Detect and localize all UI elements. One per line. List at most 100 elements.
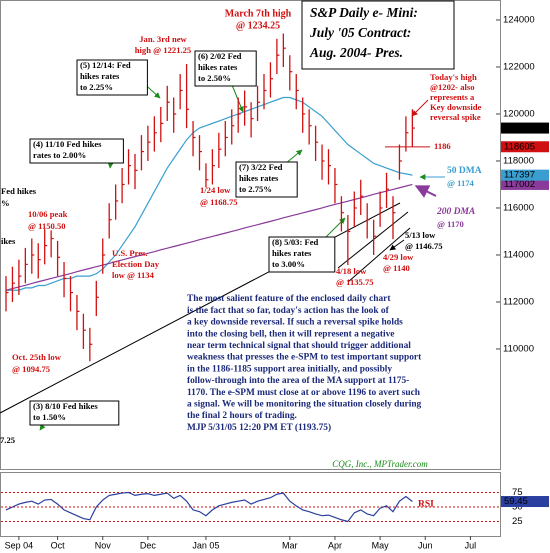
annotation: hikes rates xyxy=(198,62,238,72)
annotation: Today's high xyxy=(430,72,477,82)
x-tick-label: Sep 04 xyxy=(5,540,34,550)
annotation: 1/24 low xyxy=(200,185,231,195)
y-tick-label: 120000 xyxy=(503,108,535,119)
y-tick-label: 114000 xyxy=(503,249,534,260)
annotation: @ 1234.25 xyxy=(236,20,280,31)
commentary-line: near term technical signal that should t… xyxy=(187,341,411,351)
annotation-box xyxy=(29,400,120,426)
annotation: % xyxy=(1,198,10,208)
commentary-line: weakness that presses the e-SPM to test … xyxy=(187,353,422,363)
price-pane xyxy=(0,0,501,470)
x-tick-label: Jul xyxy=(465,540,477,550)
annotation: U.S. Pres. xyxy=(112,248,148,258)
commentary-line: MJP 5/31/05 12:20 PM ET (1193.75) xyxy=(187,422,331,433)
annotation: (3) 8/10 Fed hikes xyxy=(33,401,98,411)
annotation: Key downside xyxy=(430,102,482,112)
annotation: (6) 2/02 Fed xyxy=(198,51,242,61)
annotation: to 2.75% xyxy=(239,184,272,194)
last-value-label: 118605 xyxy=(504,141,535,152)
annotation: Election Day xyxy=(112,259,160,269)
chart-title: Aug. 2004- Pres. xyxy=(309,45,403,60)
annotation: @ 1094.75 xyxy=(12,364,50,374)
annotation: hikes rates xyxy=(239,173,279,183)
commentary-line: into the closing bell, then it will repr… xyxy=(187,329,394,339)
annotation: reversal spike xyxy=(430,112,481,122)
commentary-line: a key downside reversal. If such a rever… xyxy=(187,318,403,328)
arrow xyxy=(414,185,437,198)
x-tick-label: Apr xyxy=(328,540,342,550)
commentary-line: follow-through into the area of the MA s… xyxy=(187,376,409,386)
commentary-line: 1170. The e-SPM must close at or above 1… xyxy=(187,388,421,398)
commentary-line: the final 2 hours of trading. xyxy=(187,411,297,421)
x-tick-label: Dec xyxy=(140,540,157,550)
annotation: hikes rates xyxy=(80,71,120,81)
last-value-label: 59.45 xyxy=(504,496,528,507)
annotation: @ 1146.75 xyxy=(405,241,443,251)
annotation-box xyxy=(268,236,336,273)
last-value-box xyxy=(501,169,549,181)
source: CQG, Inc., MPTrader.com xyxy=(332,459,428,469)
annotation: @ 1150.50 xyxy=(28,221,66,231)
last-value-label: 119400 xyxy=(504,123,535,134)
x-tick-label: Jun xyxy=(418,540,433,550)
moving-average xyxy=(5,183,413,291)
annotation: (7) 3/22 Fed xyxy=(239,162,283,172)
last-value-label: 117397 xyxy=(504,170,535,181)
annotation: @ 1135.75 xyxy=(336,277,374,287)
last-value-box xyxy=(501,496,549,508)
annotation: 10/06 peak xyxy=(28,209,68,219)
annotation: March 7th high xyxy=(225,8,292,19)
moving-average xyxy=(6,96,413,291)
commentary-line: a signal. We will be monitoring the situ… xyxy=(187,399,422,409)
annotation: low @ 1134 xyxy=(112,270,155,280)
ma-label: 50 DMA xyxy=(447,166,482,176)
rsi-pane xyxy=(0,472,501,537)
annotation: rates to 2.00% xyxy=(33,150,86,160)
annotation: hikes rates xyxy=(272,248,312,258)
last-value-box xyxy=(501,178,549,190)
x-tick-label: Nov xyxy=(95,540,112,550)
annotation: represents a xyxy=(430,92,475,102)
x-tick-label: Oct xyxy=(51,540,66,550)
x-tick-label: May xyxy=(372,540,390,550)
annotation: @ 1174 xyxy=(447,178,475,188)
annotation: 5/13 low xyxy=(405,230,436,240)
annotation-box xyxy=(194,50,257,87)
annotation: ikes xyxy=(1,236,16,246)
last-value-label: 117002 xyxy=(504,179,535,190)
x-tick-label: Mar xyxy=(282,540,298,550)
commentary-line: is the fact that so far, today's action … xyxy=(187,306,390,316)
annotation: to 2.50% xyxy=(198,73,231,83)
chart-title: July '05 Contract: xyxy=(309,25,411,40)
last-value-box xyxy=(501,141,549,153)
annotation: high @ 1221.25 xyxy=(135,45,191,55)
annotation: @1202- also xyxy=(430,82,475,92)
y-tick-label: 124000 xyxy=(503,14,535,25)
y-tick-label: 118000 xyxy=(503,155,534,166)
ma-label: 200 DMA xyxy=(436,207,475,217)
rsi-line xyxy=(5,491,413,523)
rsi-label: RSI xyxy=(418,499,434,509)
annotation-box xyxy=(76,59,148,96)
annotation: 4/29 low xyxy=(383,252,414,262)
annotation: 7.25 xyxy=(0,435,15,445)
y-tick-label: 110000 xyxy=(503,343,534,354)
rsi-tick-label: 25 xyxy=(512,516,523,527)
annotation: @ 1170 xyxy=(437,219,464,229)
annotation: (5) 12/14: Fed xyxy=(80,60,131,70)
annotation: Jan. 3rd new xyxy=(139,34,187,44)
annotation: Oct. 25th low xyxy=(12,352,62,362)
title-box xyxy=(301,0,455,70)
y-tick-label: 116000 xyxy=(503,202,534,213)
annotation: to 1.50% xyxy=(33,412,66,422)
x-tick-label: Jan 05 xyxy=(192,540,219,550)
last-value-box xyxy=(501,122,549,134)
arrow xyxy=(389,239,405,251)
commentary-line: in the 1186-1185 support area initially,… xyxy=(187,364,392,374)
reference-label: 1186 xyxy=(434,141,451,151)
annotation: to 3.00% xyxy=(272,259,305,269)
arrow xyxy=(411,99,429,117)
y-tick-label: 122000 xyxy=(503,61,535,72)
annotation: (4) 11/10 Fed hikes xyxy=(33,139,102,149)
